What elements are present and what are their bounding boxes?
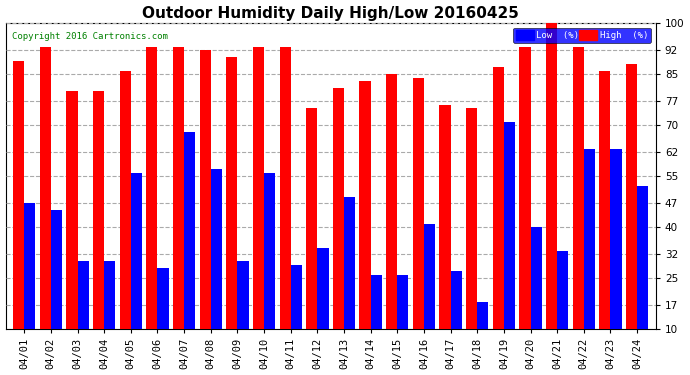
Bar bbox=[504, 122, 515, 329]
Bar bbox=[173, 47, 184, 329]
Bar bbox=[573, 47, 584, 329]
Bar bbox=[290, 264, 302, 329]
Bar bbox=[157, 268, 168, 329]
Bar bbox=[531, 227, 542, 329]
Bar bbox=[146, 47, 157, 329]
Bar bbox=[210, 170, 222, 329]
Bar bbox=[584, 149, 595, 329]
Bar bbox=[359, 81, 371, 329]
Bar bbox=[333, 88, 344, 329]
Bar bbox=[424, 224, 435, 329]
Bar bbox=[440, 105, 451, 329]
Bar bbox=[13, 60, 24, 329]
Bar bbox=[520, 47, 531, 329]
Bar bbox=[317, 248, 328, 329]
Bar bbox=[184, 132, 195, 329]
Bar bbox=[77, 261, 89, 329]
Bar bbox=[600, 71, 611, 329]
Bar bbox=[93, 91, 104, 329]
Bar bbox=[451, 272, 462, 329]
Bar bbox=[119, 71, 131, 329]
Bar bbox=[493, 68, 504, 329]
Bar bbox=[66, 91, 77, 329]
Legend: Low  (%), High  (%): Low (%), High (%) bbox=[513, 28, 651, 43]
Bar bbox=[24, 203, 35, 329]
Title: Outdoor Humidity Daily High/Low 20160425: Outdoor Humidity Daily High/Low 20160425 bbox=[142, 6, 519, 21]
Bar bbox=[131, 173, 142, 329]
Bar bbox=[371, 275, 382, 329]
Bar bbox=[546, 23, 558, 329]
Bar bbox=[626, 64, 637, 329]
Bar bbox=[253, 47, 264, 329]
Bar bbox=[466, 108, 477, 329]
Bar bbox=[104, 261, 115, 329]
Bar bbox=[386, 74, 397, 329]
Bar bbox=[237, 261, 248, 329]
Bar bbox=[199, 50, 210, 329]
Bar bbox=[558, 251, 569, 329]
Text: Copyright 2016 Cartronics.com: Copyright 2016 Cartronics.com bbox=[12, 32, 168, 41]
Bar bbox=[39, 47, 51, 329]
Bar bbox=[226, 57, 237, 329]
Bar bbox=[611, 149, 622, 329]
Bar bbox=[397, 275, 408, 329]
Bar bbox=[279, 47, 290, 329]
Bar bbox=[413, 78, 424, 329]
Bar bbox=[51, 210, 62, 329]
Bar bbox=[637, 186, 649, 329]
Bar bbox=[477, 302, 489, 329]
Bar bbox=[306, 108, 317, 329]
Bar bbox=[344, 196, 355, 329]
Bar bbox=[264, 173, 275, 329]
